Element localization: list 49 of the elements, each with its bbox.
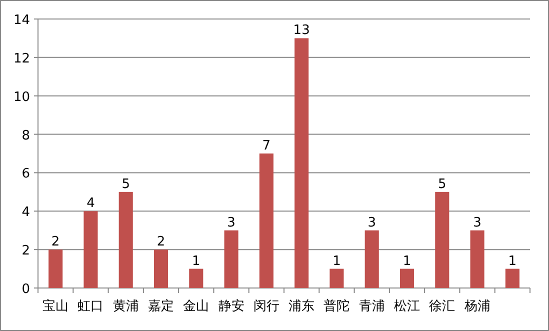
bar <box>330 268 344 288</box>
data-label: 3 <box>368 215 376 230</box>
x-tick-label: 普陀 <box>324 298 350 314</box>
data-label: 2 <box>51 234 60 250</box>
data-label: 1 <box>192 254 200 269</box>
x-tick-label: 杨浦 <box>463 299 490 314</box>
data-label: 1 <box>402 254 412 269</box>
y-tick-label: 14 <box>13 13 30 28</box>
bar <box>435 192 450 288</box>
x-tick-label: 闵行 <box>253 299 280 314</box>
y-tick-label: 12 <box>13 51 30 66</box>
data-label: 7 <box>262 138 271 154</box>
x-tick-label: 静安 <box>218 298 244 314</box>
data-label: 5 <box>122 176 130 192</box>
data-label: 3 <box>227 215 236 230</box>
bar <box>505 268 520 288</box>
bar <box>364 230 379 288</box>
x-tick-label: 松江 <box>394 299 420 314</box>
data-label: 5 <box>438 176 446 192</box>
bar <box>400 268 414 288</box>
x-tick-label: 黄浦 <box>112 299 139 314</box>
y-tick-label: 4 <box>22 205 30 220</box>
y-tick-label: 6 <box>22 166 30 182</box>
data-label: 13 <box>293 23 310 38</box>
x-tick-label: 徐汇 <box>429 299 456 314</box>
bar <box>224 230 238 288</box>
x-tick-label: 虹口 <box>78 299 104 314</box>
bar <box>48 250 63 288</box>
bar <box>189 268 204 288</box>
data-label: 2 <box>156 234 166 250</box>
y-tick-label: 2 <box>22 244 30 259</box>
bar <box>154 250 168 288</box>
data-label: 1 <box>332 254 341 269</box>
x-tick-label: 宝山 <box>42 298 69 314</box>
y-tick-label: 8 <box>22 128 30 144</box>
bar <box>294 38 309 288</box>
data-label: 1 <box>508 254 517 269</box>
bar <box>470 230 484 288</box>
data-label: 3 <box>473 215 482 230</box>
x-tick-label: 嘉定 <box>148 299 174 314</box>
y-tick-label: 0 <box>22 282 30 297</box>
x-tick-label: 金山 <box>183 299 210 314</box>
bar <box>84 211 98 288</box>
data-label: 4 <box>86 196 95 212</box>
bar <box>259 154 274 288</box>
x-tick-label: 青浦 <box>358 299 385 314</box>
y-tick-label: 10 <box>13 90 30 105</box>
bar <box>118 192 133 288</box>
x-tick-label: 浦东 <box>288 299 315 314</box>
